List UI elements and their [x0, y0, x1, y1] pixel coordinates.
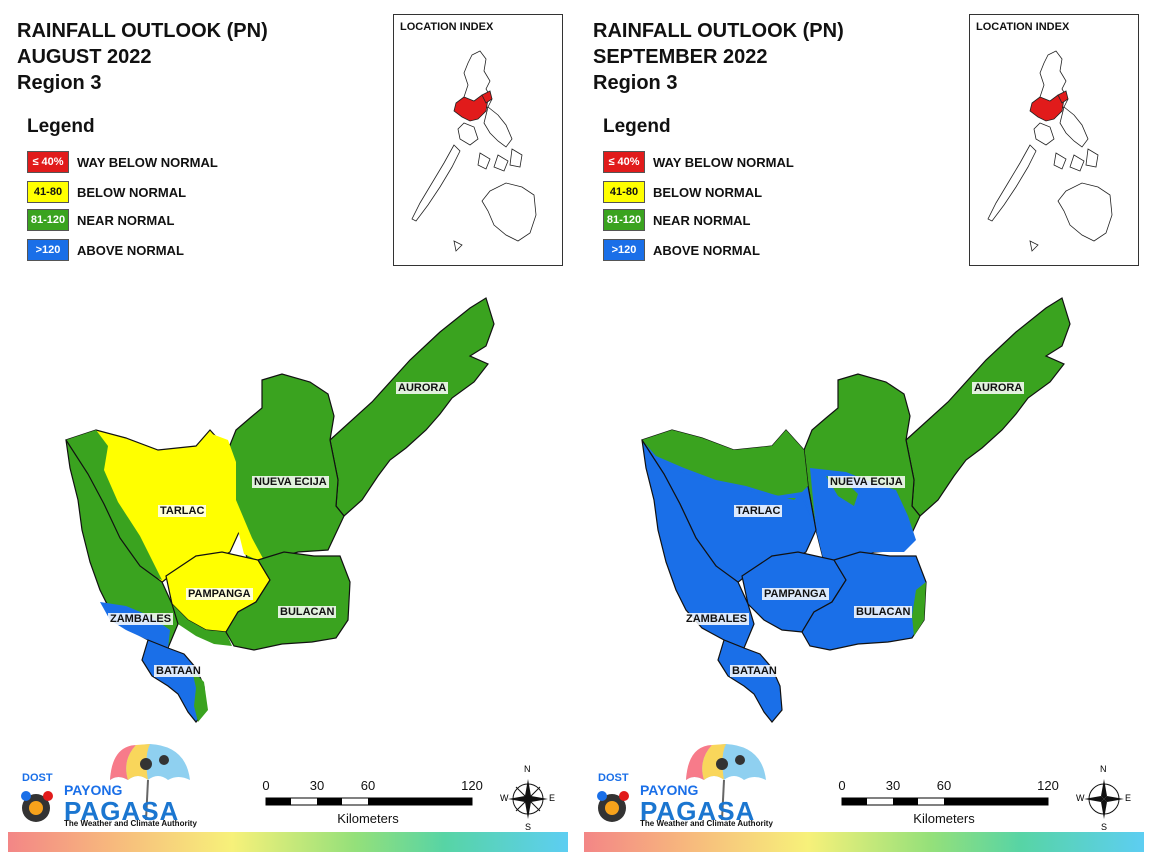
scale-unit: Kilometers [913, 811, 975, 826]
legend-swatch: >120 [27, 239, 69, 261]
label-bataan: BATAAN [154, 665, 203, 677]
label-bulacan: BULACAN [854, 606, 913, 618]
legend-label: WAY BELOW NORMAL [653, 155, 794, 170]
legend-label: ABOVE NORMAL [653, 243, 760, 258]
legend-label: NEAR NORMAL [653, 213, 751, 228]
pagasa-logo: DOST PAYONG PAGASA The Weather and Clima… [18, 740, 197, 832]
legend-label: WAY BELOW NORMAL [77, 155, 218, 170]
scale-tick-0: 0 [262, 778, 270, 793]
scale-unit: Kilometers [337, 811, 399, 826]
legend-label: ABOVE NORMAL [77, 243, 184, 258]
label-nueva-ecija: NUEVA ECIJA [252, 476, 329, 488]
label-tarlac: TARLAC [734, 505, 783, 517]
logo-tagline: The Weather and Climate Authority [640, 819, 773, 828]
pagasa-logo: DOST PAYONG PAGASA The Weather and Clima… [594, 740, 773, 832]
scale-tick-30: 30 [309, 778, 325, 793]
compass-e: E [1125, 793, 1132, 803]
title-line-1: RAINFALL OUTLOOK (PN) [593, 20, 844, 42]
scale-bar: 0 30 60 120 Kilometers [836, 778, 1076, 828]
pagasa-logo-icon [597, 744, 766, 822]
label-zambales: ZAMBALES [684, 613, 750, 625]
compass-w: W [500, 793, 509, 803]
philippines-outline-icon [987, 50, 1113, 252]
label-nueva-ecija: NUEVA ECIJA [828, 476, 905, 488]
footer-color-bar [584, 832, 1144, 852]
region-3-rainfall-map [641, 297, 1071, 723]
scale-bar-graphic [265, 797, 473, 806]
logo-payong: PAYONG [640, 782, 699, 798]
logo-tagline: The Weather and Climate Authority [64, 819, 197, 828]
map-title: RAINFALL OUTLOOK (PN) SEPTEMBER 2022 Reg… [593, 18, 844, 96]
outlook-panel-september: RAINFALL OUTLOOK (PN) SEPTEMBER 2022 Reg… [576, 0, 1152, 864]
map-title: RAINFALL OUTLOOK (PN) AUGUST 2022 Region… [17, 18, 268, 96]
legend-swatch: 41-80 [603, 181, 645, 203]
title-line-3: Region 3 [593, 72, 678, 94]
province-bataan [141, 639, 207, 723]
legend-swatch: 41-80 [27, 181, 69, 203]
legend-title: Legend [603, 116, 671, 137]
scale-tick-120: 120 [1037, 778, 1059, 793]
legend-label: BELOW NORMAL [77, 185, 187, 200]
compass-n: N [524, 764, 531, 774]
logo-pagasa: PAGASA [64, 796, 180, 826]
legend-label: NEAR NORMAL [77, 213, 175, 228]
legend-title: Legend [27, 116, 95, 137]
logo-pagasa: PAGASA [640, 796, 756, 826]
label-pampanga: PAMPANGA [186, 588, 253, 600]
north-arrow: N S E W [500, 764, 556, 832]
outlook-panel-august: RAINFALL OUTLOOK (PN) AUGUST 2022 Region… [8, 14, 568, 852]
province-aurora [905, 297, 1071, 517]
compass-s: S [525, 822, 532, 832]
compass-w: W [1076, 793, 1085, 803]
title-line-2: AUGUST 2022 [17, 46, 152, 68]
title-line-3: Region 3 [17, 72, 102, 94]
label-pampanga: PAMPANGA [762, 588, 829, 600]
region-3-rainfall-map [65, 297, 495, 723]
location-index-map: LOCATION INDEX [393, 14, 563, 266]
footer-color-bar [8, 832, 568, 852]
scale-tick-60: 60 [936, 778, 952, 793]
title-line-1: RAINFALL OUTLOOK (PN) [17, 20, 268, 42]
pagasa-logo-icon [21, 744, 190, 822]
province-bulacan [225, 551, 351, 651]
legend-swatch: 81-120 [603, 209, 645, 231]
logo-dost: DOST [598, 772, 629, 784]
compass-e: E [549, 793, 556, 803]
compass-rose-icon [1084, 779, 1124, 819]
scale-tick-0: 0 [838, 778, 846, 793]
label-bulacan: BULACAN [278, 606, 337, 618]
province-bulacan [801, 551, 927, 651]
philippines-outline-icon [411, 50, 537, 252]
province-bataan [717, 639, 783, 723]
province-aurora [329, 297, 495, 517]
location-index-map: LOCATION INDEX [969, 14, 1139, 266]
compass-s: S [1101, 822, 1108, 832]
legend-swatch: 81-120 [27, 209, 69, 231]
logo-payong: PAYONG [64, 782, 123, 798]
logo-dost: DOST [22, 772, 53, 784]
scale-bar: 0 30 60 120 Kilometers [260, 778, 500, 828]
location-index-title: LOCATION INDEX [976, 21, 1070, 33]
label-aurora: AURORA [972, 382, 1025, 394]
compass-rose-icon [508, 779, 548, 819]
legend-label: BELOW NORMAL [653, 185, 763, 200]
legend-swatch: ≤ 40% [27, 151, 69, 173]
legend-swatch: >120 [603, 239, 645, 261]
label-tarlac: TARLAC [158, 505, 207, 517]
scale-bar-graphic [841, 797, 1049, 806]
scale-tick-60: 60 [360, 778, 376, 793]
scale-tick-30: 30 [885, 778, 901, 793]
title-line-2: SEPTEMBER 2022 [593, 46, 768, 68]
legend-swatch: ≤ 40% [603, 151, 645, 173]
north-arrow: N S E W [1076, 764, 1132, 832]
region-3-highlight [453, 94, 489, 122]
label-aurora: AURORA [396, 382, 449, 394]
label-zambales: ZAMBALES [108, 613, 174, 625]
scale-tick-120: 120 [461, 778, 483, 793]
province-nueva-ecija [227, 373, 345, 575]
label-bataan: BATAAN [730, 665, 779, 677]
compass-n: N [1100, 764, 1107, 774]
region-3-highlight [1029, 94, 1065, 122]
location-index-title: LOCATION INDEX [400, 21, 494, 33]
